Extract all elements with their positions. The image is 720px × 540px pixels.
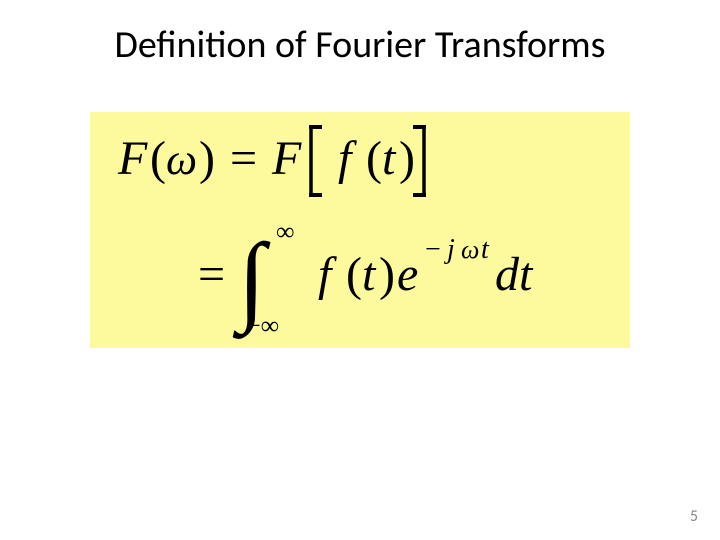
eq2-t: t — [362, 248, 377, 301]
eq2-equals: = — [198, 248, 225, 301]
slide: Definition of Fourier Transforms F ( ω )… — [0, 0, 720, 540]
eq1-rparen: ) — [199, 132, 215, 185]
eq2-exp-omega: ω — [461, 235, 479, 264]
eq2-rparen: ) — [379, 248, 395, 301]
eq1-equals: = — [230, 132, 257, 185]
eq2-dt: dt — [495, 248, 534, 301]
eq2-upper-bound: ∞ — [276, 217, 295, 246]
eq2-lparen: ( — [346, 248, 362, 301]
math-box: F ( ω ) = F f ( t ) — [90, 112, 630, 348]
eq1-lparen2: ( — [366, 132, 382, 185]
eq1-lparen: ( — [150, 132, 166, 185]
eq1-F: F — [117, 132, 148, 185]
eq2-lower-bound: −∞ — [246, 311, 279, 340]
eq1-rparen2: ) — [399, 132, 415, 185]
equation-svg: F ( ω ) = F f ( t ) — [90, 112, 630, 348]
eq1-t: t — [382, 132, 397, 185]
eq2-e: e — [397, 248, 418, 301]
eq1-Fop: F — [271, 132, 302, 185]
page-number: 5 — [690, 507, 698, 526]
slide-title: Definition of Fourier Transforms — [0, 22, 720, 68]
eq2-exp-t: t — [481, 234, 490, 265]
eq2-exp-minus: − — [425, 234, 441, 265]
eq1-omega: ω — [166, 135, 197, 184]
